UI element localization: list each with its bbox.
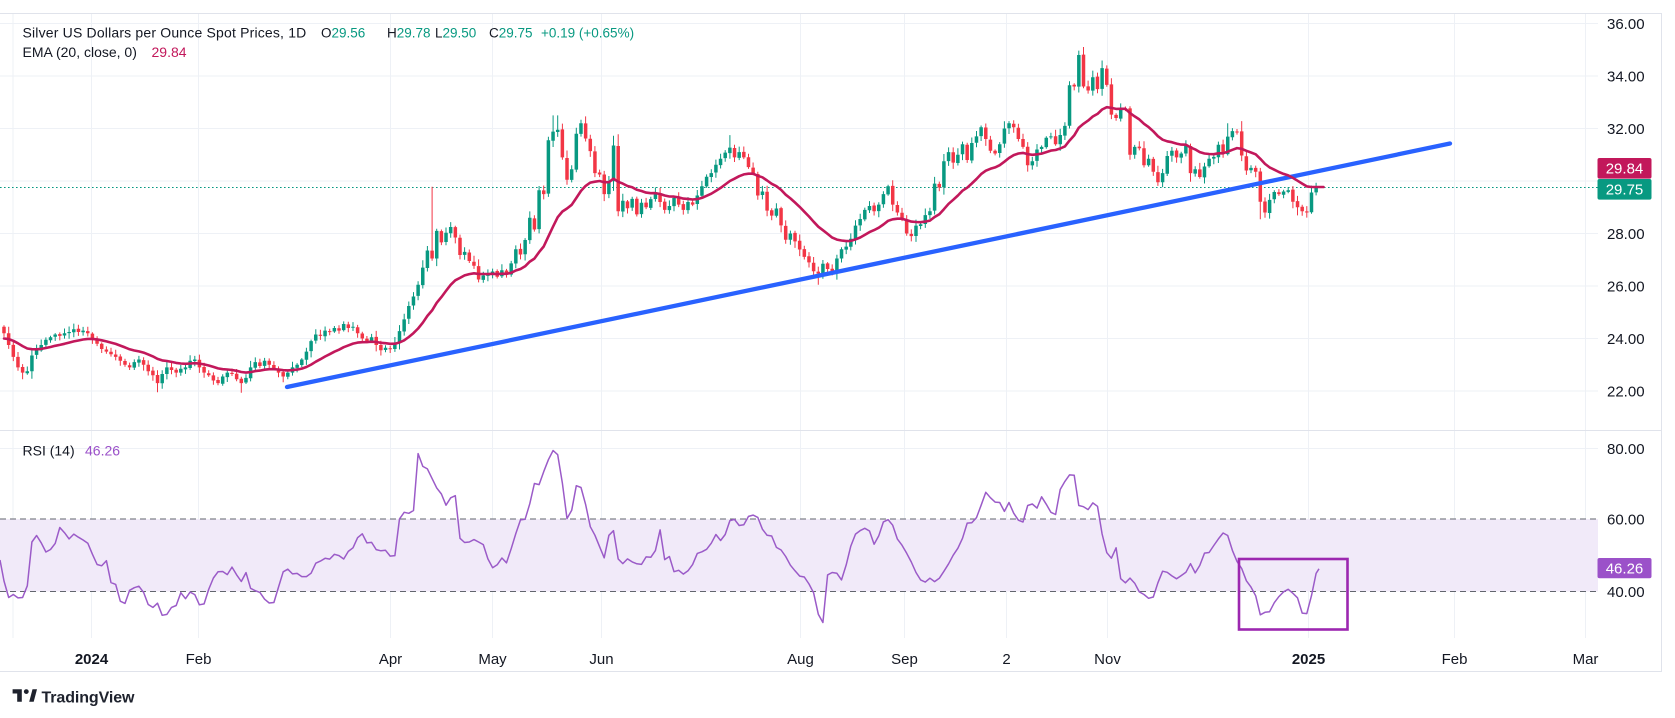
svg-text:Sep: Sep	[891, 651, 918, 668]
svg-text:22.00: 22.00	[1607, 383, 1645, 400]
svg-text:29.75: 29.75	[1606, 182, 1644, 199]
svg-text:29.84: 29.84	[152, 44, 187, 60]
svg-text:36.00: 36.00	[1607, 16, 1645, 33]
svg-text:60.00: 60.00	[1607, 511, 1645, 528]
svg-text:Apr: Apr	[379, 651, 402, 668]
svg-text:29.84: 29.84	[1606, 161, 1644, 178]
svg-text:+0.19 (+0.65%): +0.19 (+0.65%)	[541, 26, 634, 41]
svg-text:40.00: 40.00	[1607, 584, 1645, 601]
svg-text:2: 2	[1002, 651, 1010, 668]
svg-text:May: May	[478, 651, 507, 668]
svg-text:TradingView: TradingView	[42, 690, 136, 707]
svg-text:24.00: 24.00	[1607, 331, 1645, 348]
svg-text:32.00: 32.00	[1607, 121, 1645, 138]
svg-text:46.26: 46.26	[85, 443, 120, 459]
svg-text:Feb: Feb	[186, 651, 212, 668]
svg-text:L29.50: L29.50	[435, 26, 476, 41]
svg-text:RSI (14): RSI (14)	[23, 443, 75, 459]
svg-text:Feb: Feb	[1442, 651, 1468, 668]
svg-text:46.26: 46.26	[1606, 560, 1644, 577]
svg-text:34.00: 34.00	[1607, 68, 1645, 85]
svg-text:Mar: Mar	[1573, 651, 1599, 668]
svg-text:26.00: 26.00	[1607, 278, 1645, 295]
svg-text:2025: 2025	[1292, 651, 1325, 668]
svg-text:80.00: 80.00	[1607, 441, 1645, 458]
svg-text:Jun: Jun	[589, 651, 613, 668]
svg-text:Aug: Aug	[787, 651, 814, 668]
svg-text:28.00: 28.00	[1607, 226, 1645, 243]
svg-text:Nov: Nov	[1094, 651, 1121, 668]
svg-text:C29.75: C29.75	[489, 26, 533, 41]
svg-text:O29.56: O29.56	[321, 26, 365, 41]
svg-text:EMA (20, close, 0): EMA (20, close, 0)	[23, 44, 137, 60]
svg-text:H29.78: H29.78	[387, 26, 431, 41]
svg-text:Silver US Dollars per Ounce Sp: Silver US Dollars per Ounce Spot Prices,…	[23, 25, 307, 41]
svg-text:2024: 2024	[75, 651, 109, 668]
